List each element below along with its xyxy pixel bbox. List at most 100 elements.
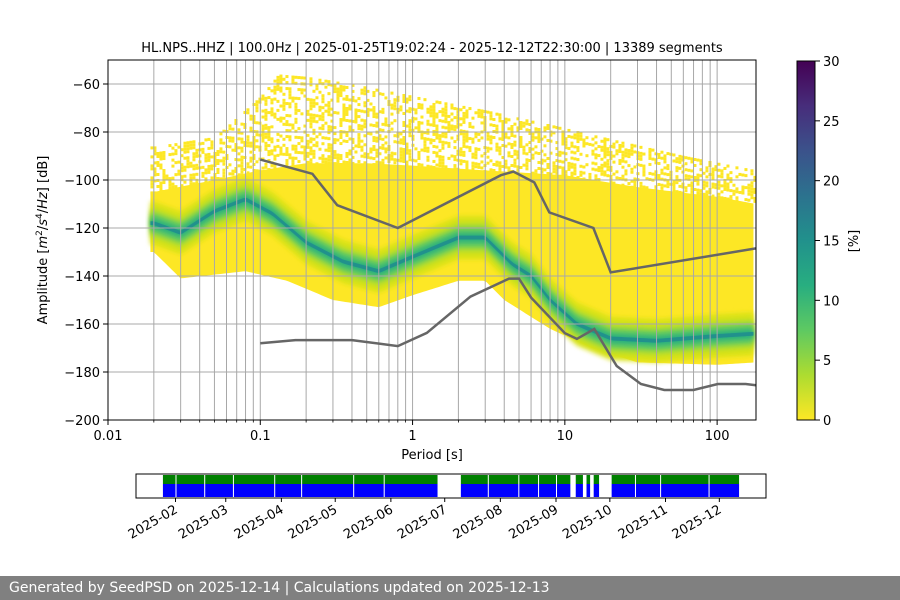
psd-sparse-cell <box>732 192 736 196</box>
psd-sparse-cell <box>690 184 694 188</box>
psd-sparse-cell <box>363 161 367 165</box>
timeline-gap <box>353 475 355 497</box>
psd-sparse-cell <box>465 112 469 116</box>
psd-sparse-cell <box>666 179 670 183</box>
psd-sparse-cell <box>285 135 289 139</box>
psd-sparse-cell <box>360 145 364 149</box>
psd-sparse-cell <box>153 149 157 153</box>
psd-sparse-cell <box>417 120 421 124</box>
psd-sparse-cell <box>447 126 451 130</box>
psd-sparse-cell <box>273 148 277 152</box>
psd-sparse-cell <box>345 109 349 113</box>
psd-sparse-cell <box>516 156 520 160</box>
psd-sparse-cell <box>234 118 238 122</box>
timeline-used-segment <box>611 484 740 497</box>
psd-sparse-cell <box>270 110 274 114</box>
psd-band-peak <box>150 197 754 343</box>
psd-sparse-cell <box>621 141 625 145</box>
psd-sparse-cell <box>618 149 622 153</box>
psd-sparse-cell <box>423 140 427 144</box>
psd-sparse-cell <box>228 163 232 167</box>
psd-sparse-cell <box>465 145 469 149</box>
psd-sparse-cell <box>420 121 424 125</box>
psd-sparse-cell <box>213 163 217 167</box>
psd-sparse-cell <box>612 145 616 149</box>
psd-sparse-cell <box>576 158 580 162</box>
psd-sparse-cell <box>408 149 412 153</box>
psd-sparse-cell <box>213 151 217 155</box>
psd-sparse-cell <box>237 137 241 141</box>
psd-sparse-cell <box>354 111 358 115</box>
psd-sparse-cell <box>342 103 346 107</box>
psd-sparse-cell <box>441 110 445 114</box>
psd-sparse-cell <box>399 141 403 145</box>
psd-sparse-cell <box>735 175 739 179</box>
x-tick-label: 0.1 <box>250 429 271 444</box>
psd-sparse-cell <box>588 142 592 146</box>
psd-sparse-cell <box>276 117 280 121</box>
psd-sparse-cell <box>630 146 634 150</box>
y-tick-label: −160 <box>64 318 100 333</box>
psd-sparse-cell <box>486 134 490 138</box>
psd-sparse-cell <box>237 152 241 156</box>
psd-sparse-cell <box>477 132 481 136</box>
psd-sparse-cell <box>723 184 727 188</box>
psd-sparse-cell <box>663 184 667 188</box>
psd-sparse-cell <box>450 136 454 140</box>
psd-sparse-cell <box>408 125 412 129</box>
psd-sparse-cell <box>261 94 265 98</box>
psd-sparse-cell <box>519 126 523 130</box>
psd-sparse-cell <box>381 143 385 147</box>
psd-sparse-cell <box>408 155 412 159</box>
psd-sparse-cell <box>255 133 259 137</box>
psd-sparse-cell <box>750 181 754 185</box>
psd-sparse-cell <box>327 143 331 147</box>
psd-sparse-cell <box>564 137 568 141</box>
psd-sparse-cell <box>579 134 583 138</box>
psd-sparse-cell <box>444 141 448 145</box>
psd-sparse-cell <box>543 168 547 172</box>
psd-sparse-cell <box>432 120 436 124</box>
psd-sparse-cell <box>552 164 556 168</box>
psd-sparse-cell <box>330 125 334 129</box>
psd-sparse-cell <box>504 120 508 124</box>
psd-sparse-cell <box>357 145 361 149</box>
psd-distribution <box>150 74 756 365</box>
psd-sparse-cell <box>621 174 625 178</box>
psd-sparse-cell <box>285 102 289 106</box>
psd-sparse-cell <box>357 109 361 113</box>
psd-sparse-cell <box>579 137 583 141</box>
psd-sparse-cell <box>615 149 619 153</box>
psd-sparse-cell <box>408 98 412 102</box>
psd-sparse-cell <box>522 148 526 152</box>
psd-sparse-cell <box>627 149 631 153</box>
psd-sparse-cell <box>348 125 352 129</box>
psd-sparse-cell <box>285 81 289 85</box>
psd-sparse-cell <box>351 89 355 93</box>
timeline-gap <box>538 475 540 497</box>
psd-sparse-cell <box>405 151 409 155</box>
psd-sparse-cell <box>435 154 439 158</box>
psd-sparse-cell <box>369 102 373 106</box>
psd-sparse-cell <box>564 170 568 174</box>
psd-sparse-cell <box>264 108 268 112</box>
psd-sparse-cell <box>333 84 337 88</box>
psd-sparse-cell <box>519 138 523 142</box>
psd-sparse-cell <box>717 186 721 190</box>
psd-sparse-cell <box>504 144 508 148</box>
psd-sparse-cell <box>276 153 280 157</box>
psd-sparse-cell <box>372 139 376 143</box>
psd-sparse-cell <box>603 143 607 147</box>
psd-sparse-cell <box>750 184 754 188</box>
psd-sparse-cell <box>495 112 499 116</box>
psd-sparse-cell <box>339 88 343 92</box>
psd-sparse-cell <box>318 126 322 130</box>
psd-sparse-cell <box>555 171 559 175</box>
psd-sparse-cell <box>357 127 361 131</box>
psd-sparse-cell <box>159 154 163 158</box>
psd-sparse-cell <box>513 158 517 162</box>
psd-sparse-cell <box>630 152 634 156</box>
psd-sparse-cell <box>525 161 529 165</box>
psd-sparse-cell <box>735 187 739 191</box>
psd-sparse-cell <box>594 174 598 178</box>
